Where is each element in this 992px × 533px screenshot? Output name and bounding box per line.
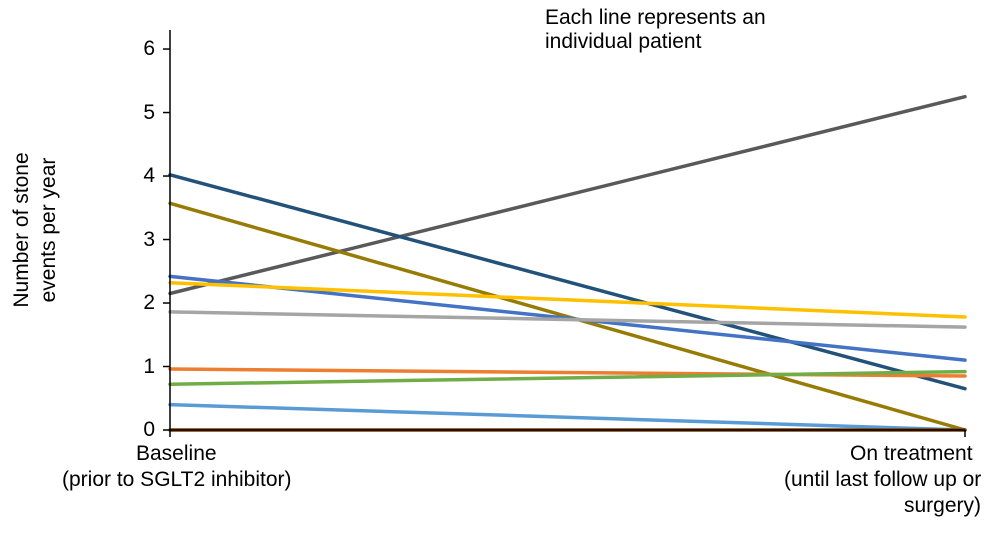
x-right-line3: surgery) <box>904 494 981 518</box>
x-right-line2: (until last follow up or <box>784 468 981 492</box>
y-tick-label: 6 <box>115 37 155 61</box>
y-label-line1: Number of stone <box>10 152 33 307</box>
y-tick-label: 4 <box>115 164 155 188</box>
y-tick-label: 3 <box>115 228 155 252</box>
series-line <box>170 283 965 317</box>
series-line <box>170 312 965 327</box>
series-line <box>170 97 965 294</box>
x-left-line1: Baseline <box>136 442 217 466</box>
y-tick-label: 1 <box>115 355 155 379</box>
y-tick-label: 0 <box>115 418 155 442</box>
y-tick-label: 2 <box>115 291 155 315</box>
series-line <box>170 405 965 430</box>
x-left-line2: (prior to SGLT2 inhibitor) <box>62 468 292 492</box>
x-right-line1: On treatment <box>850 442 973 466</box>
chart-container: Each line represents an individual patie… <box>0 0 992 533</box>
y-label-line2: events per year <box>37 158 60 303</box>
y-tick-label: 5 <box>115 101 155 125</box>
series-line <box>170 175 965 389</box>
